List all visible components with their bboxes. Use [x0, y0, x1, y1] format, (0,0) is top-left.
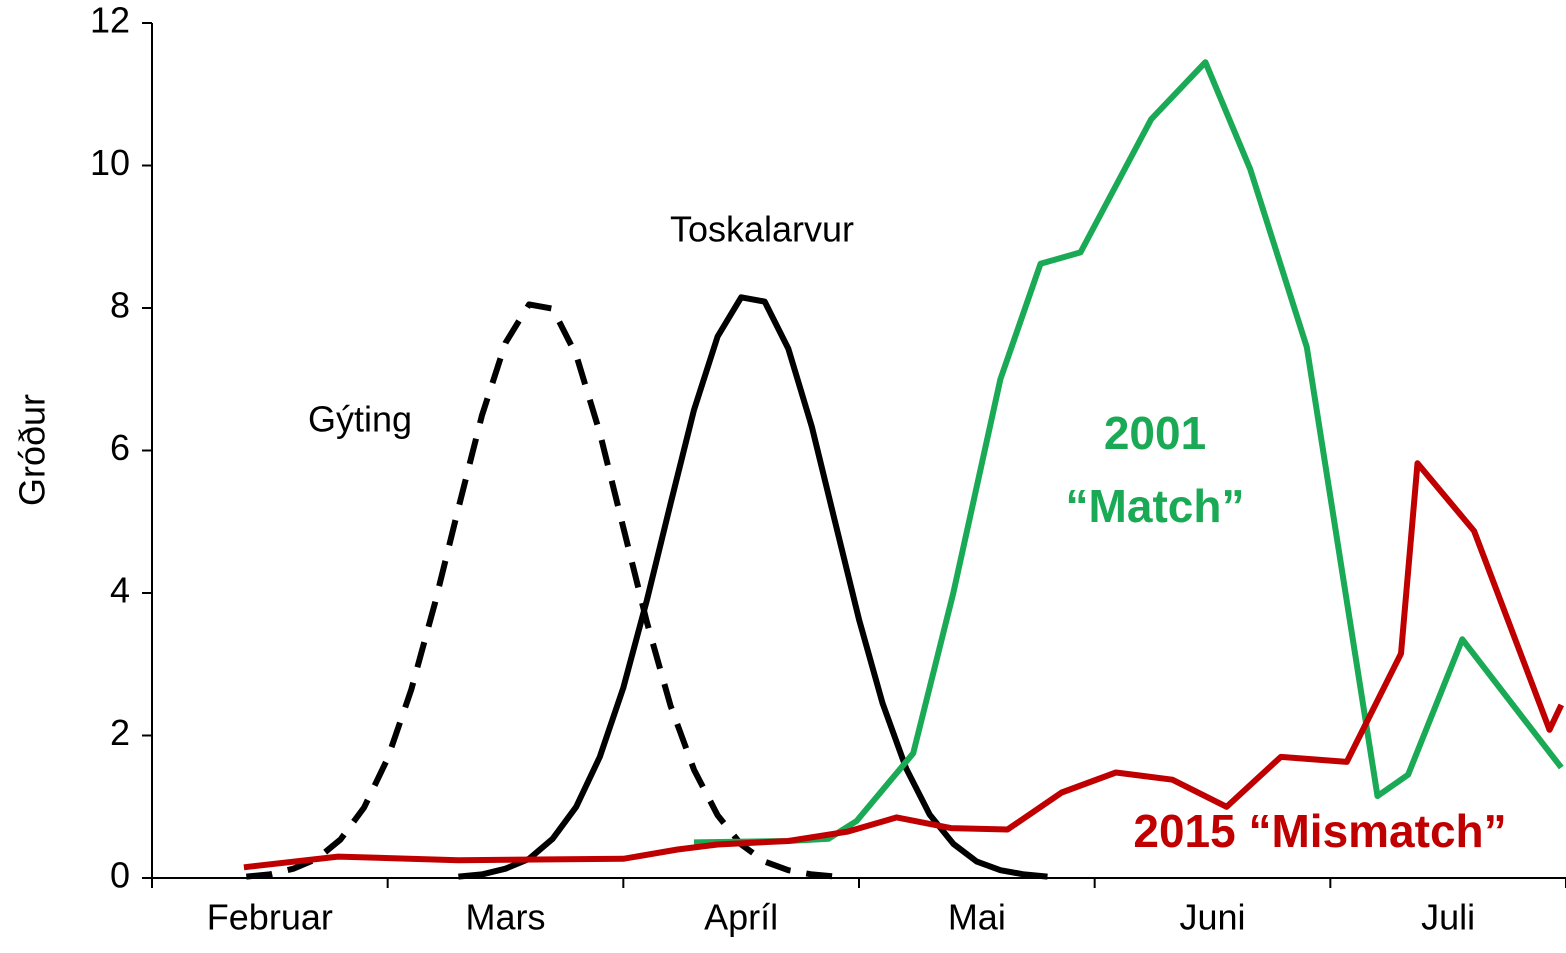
- series-line: [246, 301, 836, 880]
- annotation: “Match”: [1066, 480, 1245, 532]
- series-line: [458, 294, 1048, 880]
- y-tick-label: 10: [90, 142, 130, 183]
- y-tick-label: 2: [110, 712, 130, 753]
- x-tick-label: Mars: [466, 897, 546, 938]
- y-tick-label: 0: [110, 855, 130, 896]
- x-tick-label: Juli: [1421, 897, 1475, 938]
- annotation: Toskalarvur: [670, 209, 854, 250]
- series-line: [693, 59, 1564, 846]
- annotation: Gýting: [308, 399, 412, 440]
- x-tick-label: Mai: [948, 897, 1006, 938]
- series-line: [243, 460, 1565, 871]
- annotation: 2001: [1104, 407, 1206, 459]
- annotation: 2015 “Mismatch”: [1133, 805, 1506, 857]
- x-tick-label: Februar: [207, 897, 333, 938]
- y-tick-label: 4: [110, 570, 130, 611]
- x-tick-label: Apríl: [704, 897, 778, 938]
- x-tick-label: Juni: [1179, 897, 1245, 938]
- y-tick-label: 12: [90, 0, 130, 41]
- y-axis-label: Gróður: [12, 394, 53, 506]
- y-tick-label: 6: [110, 427, 130, 468]
- y-tick-label: 8: [110, 285, 130, 326]
